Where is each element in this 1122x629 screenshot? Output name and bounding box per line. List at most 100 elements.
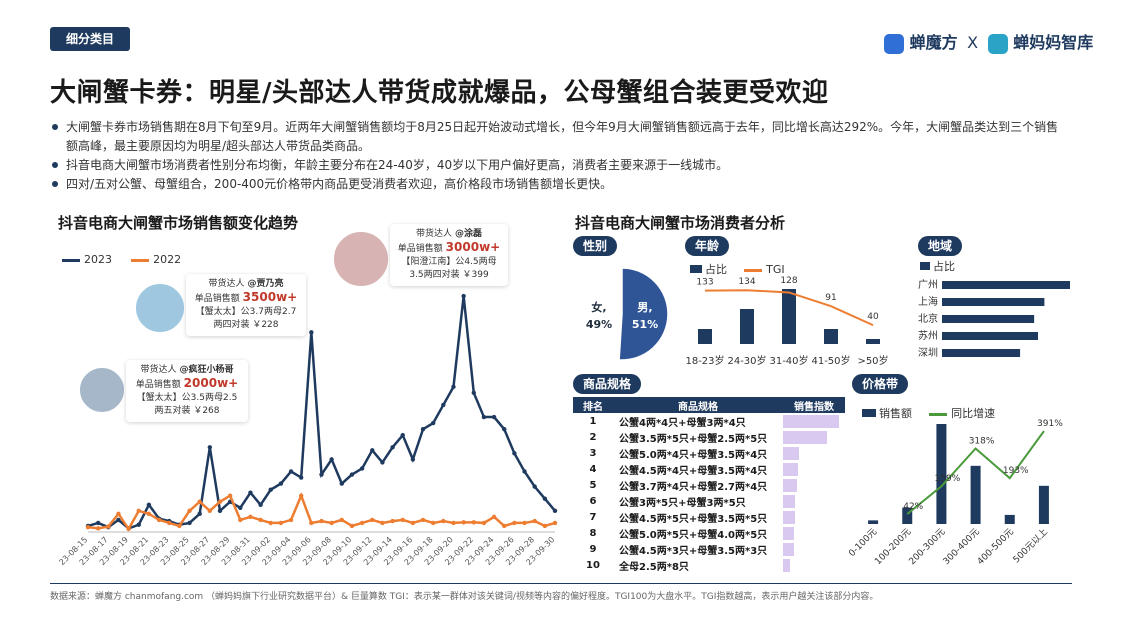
data-point-2023	[461, 293, 466, 299]
region-bar	[942, 298, 1045, 306]
legend-share: 占比	[690, 263, 727, 276]
data-point-2022	[461, 520, 466, 525]
pie-slice-male	[618, 267, 669, 361]
growth-data-label: 193%	[1003, 466, 1029, 476]
trend-chart: 23-08-1523-08-1723-08-1923-08-2123-08-23…	[57, 293, 558, 567]
rank-cell: 6	[589, 495, 597, 507]
data-point-2023	[298, 475, 304, 480]
spec-cell: 公蟹3.7两*4只+母蟹2.7两*4只	[619, 481, 768, 493]
data-point-2022	[349, 523, 355, 529]
table-row: 6 公蟹3两*5只+母蟹3两*5只	[573, 493, 845, 509]
table-row: 5 公蟹3.7两*4只+母蟹2.7两*4只	[573, 477, 845, 493]
region-bar	[942, 332, 1038, 340]
data-point-2023	[268, 487, 273, 492]
logo-x: X	[967, 33, 979, 52]
index-cell	[783, 525, 845, 541]
data-point-2023	[349, 472, 355, 477]
chanmofang-logo-icon	[884, 33, 904, 54]
data-point-2022	[400, 517, 405, 523]
chanmama-logo-icon	[987, 33, 1008, 54]
data-point-2023	[187, 520, 192, 526]
legend-2023: 2023	[62, 253, 112, 266]
price-bar	[868, 520, 879, 524]
data-point-2022	[542, 523, 548, 529]
region-bar	[942, 315, 1035, 323]
data-point-2022	[512, 520, 517, 526]
data-point-2022	[502, 523, 507, 529]
data-point-2023	[481, 414, 487, 420]
tgi-line	[704, 289, 874, 327]
index-cell	[783, 509, 845, 525]
rank-cell: 9	[589, 543, 597, 555]
gender-pie: 女, 49% 男, 51%	[586, 267, 669, 361]
index-cell	[783, 541, 845, 557]
data-point-2022	[197, 499, 202, 504]
price-bar	[1038, 485, 1049, 524]
tgi-data-label: 128	[780, 276, 797, 286]
pie-label: 男,	[637, 301, 652, 314]
logo-right-text: 蝉妈妈智库	[1013, 33, 1094, 52]
data-point-2023	[522, 469, 527, 474]
spec-cell: 公蟹4.5两*5只+母蟹3.5两*5只	[619, 513, 768, 525]
spec-cell: 公蟹4.5两*3只+母蟹3.5两*3只	[619, 545, 768, 557]
rank-cell: 5	[589, 479, 597, 491]
data-point-2022	[156, 517, 162, 523]
region-label: 北京	[918, 312, 938, 325]
tgi-data-label: 91	[825, 293, 836, 303]
region-label: 深圳	[918, 347, 938, 359]
index-cell	[783, 445, 845, 461]
region-label: 苏州	[918, 329, 938, 342]
data-point-2023	[471, 390, 476, 396]
data-point-2022	[359, 520, 365, 526]
index-bar	[783, 558, 790, 572]
data-point-2022	[491, 514, 497, 520]
data-point-2022	[370, 517, 375, 523]
price-pill: 价格带	[852, 374, 909, 394]
data-point-2022	[207, 508, 213, 514]
rank-cell: 8	[589, 527, 597, 539]
data-point-2022	[136, 508, 141, 514]
data-point-2022	[298, 493, 304, 498]
data-point-2023	[207, 445, 213, 450]
data-point-2022	[278, 520, 284, 526]
influencer-card-3: 带货达人 @涂磊 单品销售额 3000w+ 【阳澄江南】公4.5两母 3.5两四…	[390, 224, 508, 286]
data-point-2023	[329, 457, 334, 462]
data-point-2022	[451, 520, 456, 526]
data-point-2023	[309, 330, 314, 335]
data-point-2023	[512, 451, 517, 456]
data-point-2023	[491, 414, 497, 420]
tgi-data-label: 133	[696, 278, 713, 288]
legend-growth: 同比增速	[929, 407, 995, 420]
index-bar	[783, 494, 796, 508]
data-point-2022	[319, 518, 324, 524]
region-label: 上海	[918, 295, 938, 308]
age-category-label: 18-23岁	[685, 354, 724, 367]
age-category-label: 41-50岁	[811, 354, 850, 367]
growth-line	[906, 430, 1045, 515]
index-bar	[783, 510, 795, 524]
age-category-label: 31-40岁	[769, 354, 808, 367]
price-legend: 销售额 同比增速	[862, 402, 995, 421]
spec-pill: 商品规格	[573, 374, 642, 394]
bullet-item: 大闸蟹卡券市场销售期在8月下旬至9月。近两年大闸蟹销售额均于8月25日起开始波动…	[50, 118, 1070, 156]
index-bar	[783, 414, 839, 428]
category-tag: 细分类目	[50, 27, 130, 51]
logo-left-text: 蝉魔方	[909, 33, 958, 52]
influencer-avatar	[134, 282, 186, 334]
age-bar	[782, 289, 796, 344]
index-bar	[783, 462, 798, 476]
price-bar	[1004, 514, 1015, 524]
index-cell	[783, 461, 845, 477]
region-pill: 地域	[918, 236, 963, 256]
growth-data-label: 318%	[969, 436, 995, 446]
data-point-2022	[248, 514, 253, 520]
data-point-2023	[288, 469, 294, 474]
data-point-2023	[339, 481, 345, 486]
data-point-2022	[522, 520, 527, 526]
spec-cell: 公蟹5.0两*5只+母蟹4.0两*5只	[619, 529, 768, 541]
index-cell	[783, 493, 845, 509]
data-point-2023	[451, 384, 456, 389]
page-title: 大闸蟹卡券：明星/头部达人带货成就爆品，公母蟹组合装更受欢迎	[50, 78, 829, 108]
table-row: 3 公蟹5.0两*4只+母蟹3.5两*4只	[573, 445, 845, 461]
data-point-2022	[441, 518, 446, 524]
